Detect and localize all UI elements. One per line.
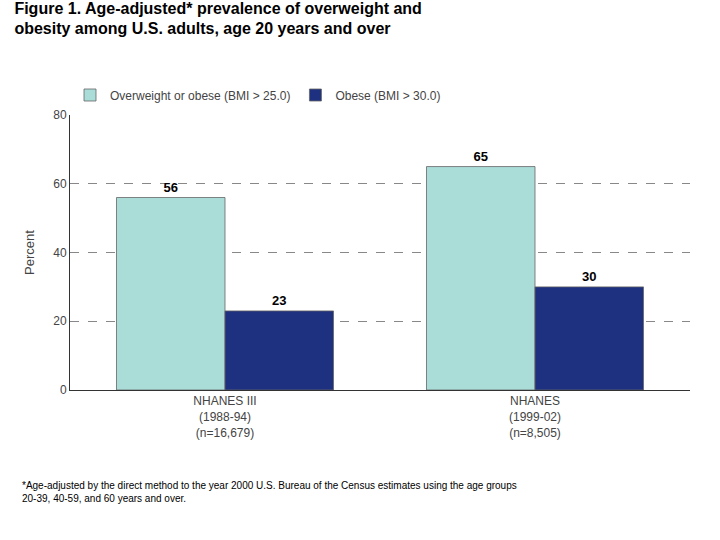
svg-text:Overweight or obese (BMI > 25.: Overweight or obese (BMI > 25.0): [110, 89, 290, 103]
svg-text:40: 40: [53, 246, 67, 260]
svg-text:NHANES(1999-02)(n=8,505): NHANES(1999-02)(n=8,505): [509, 394, 561, 439]
svg-text:56: 56: [164, 180, 178, 195]
svg-text:0: 0: [60, 383, 67, 397]
svg-text:NHANES III(1988-94)(n=16,679): NHANES III(1988-94)(n=16,679): [193, 394, 256, 439]
svg-text:*Age-adjusted by the direct me: *Age-adjusted by the direct method to th…: [22, 480, 517, 504]
svg-text:Percent: Percent: [22, 230, 37, 275]
svg-text:80: 80: [53, 108, 67, 122]
svg-text:Figure 1. Age-adjusted* preval: Figure 1. Age-adjusted* prevalence of ov…: [14, 0, 422, 37]
svg-text:30: 30: [582, 269, 596, 284]
svg-text:23: 23: [272, 293, 286, 308]
svg-text:60: 60: [53, 177, 67, 191]
svg-text:65: 65: [474, 149, 488, 164]
svg-text:20: 20: [53, 314, 67, 328]
svg-text:Obese (BMI > 30.0): Obese (BMI > 30.0): [335, 89, 440, 103]
